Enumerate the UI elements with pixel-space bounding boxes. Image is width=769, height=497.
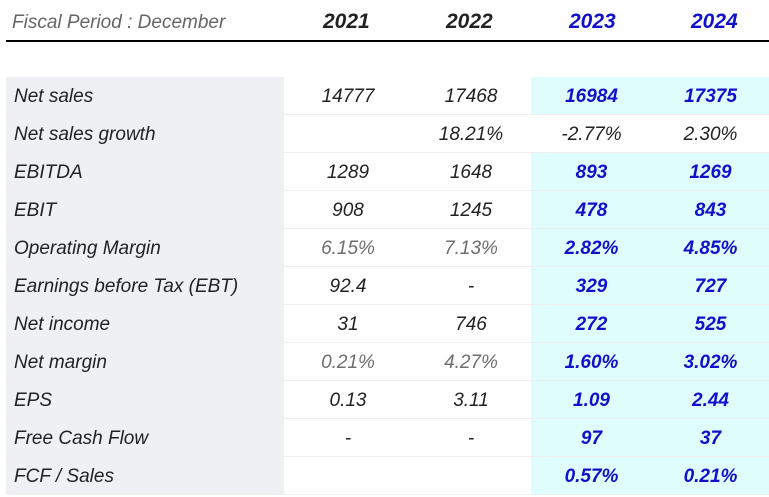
- cell-2024: 3.02%: [652, 343, 769, 380]
- cell-2021: -: [344, 428, 352, 449]
- cell-2023: 97: [531, 419, 652, 456]
- cell-2024: 843: [652, 191, 769, 228]
- fiscal-period-label: Fiscal Period : December: [12, 12, 226, 33]
- cell-2023: 1.60%: [531, 343, 652, 380]
- table-row-operating-margin: Operating Margin 6.15% 7.13% 2.82% 4.85%: [6, 229, 769, 267]
- table-header: Fiscal Period : December 2021 2022 2023 …: [6, 0, 769, 42]
- cell-2024: 1269: [652, 153, 769, 190]
- cell-2023: 2.82%: [531, 229, 652, 266]
- cell-2022: 7.13%: [444, 238, 498, 259]
- cell-2024: 17375: [652, 77, 769, 114]
- cell-2024: 37: [652, 419, 769, 456]
- cell-2021: 908: [332, 200, 364, 221]
- cell-2023: 329: [531, 267, 652, 304]
- row-label: EBITDA: [6, 153, 284, 190]
- table-row-net-margin: Net margin 0.21% 4.27% 1.60% 3.02%: [6, 343, 769, 381]
- row-label: Net sales growth: [6, 115, 284, 152]
- cell-2023: 272: [531, 305, 652, 342]
- cell-2023: 478: [531, 191, 652, 228]
- cell-2021: [284, 457, 412, 494]
- cell-2022: 1245: [449, 200, 493, 221]
- table-row-ebt: Earnings before Tax (EBT) 92.4 - 329 727: [6, 267, 769, 305]
- cell-2022: 18.21%: [438, 124, 504, 145]
- financial-table: Net sales 14777 17468 16984 17375 Net sa…: [6, 77, 769, 495]
- cell-2021: 0.13: [329, 390, 367, 411]
- table-row-net-income: Net income 31 746 272 525: [6, 305, 769, 343]
- row-label: Net income: [6, 305, 284, 342]
- cell-2024: 2.30%: [652, 115, 769, 152]
- cell-2024: 4.85%: [652, 229, 769, 266]
- cell-2022: 4.27%: [444, 352, 498, 373]
- cell-2022: 17468: [444, 86, 498, 107]
- cell-2022: 1648: [449, 162, 493, 183]
- cell-2023: 893: [531, 153, 652, 190]
- table-row-ebit: EBIT 908 1245 478 843: [6, 191, 769, 229]
- table-row-net-sales: Net sales 14777 17468 16984 17375: [6, 77, 769, 115]
- cell-2022: 746: [455, 314, 487, 335]
- cell-2021: 92.4: [329, 276, 367, 297]
- row-label: Operating Margin: [6, 229, 284, 266]
- cell-2021: 14777: [321, 86, 375, 107]
- row-label: Free Cash Flow: [6, 419, 284, 456]
- cell-2024: 2.44: [652, 381, 769, 418]
- table-row-fcf-sales: FCF / Sales 0.57% 0.21%: [6, 457, 769, 495]
- cell-2021: 31: [337, 314, 359, 335]
- row-label: EPS: [6, 381, 284, 418]
- row-label: Net margin: [6, 343, 284, 380]
- cell-2022: -: [467, 276, 475, 297]
- cell-2021: 0.21%: [321, 352, 375, 373]
- cell-2024: 0.21%: [652, 457, 769, 494]
- table-row-eps: EPS 0.13 3.11 1.09 2.44: [6, 381, 769, 419]
- table-row-ebitda: EBITDA 1289 1648 893 1269: [6, 153, 769, 191]
- cell-2024: 727: [652, 267, 769, 304]
- cell-2021: [284, 115, 412, 152]
- table-row-net-sales-growth: Net sales growth 18.21% -2.77% 2.30%: [6, 115, 769, 153]
- cell-2024: 525: [652, 305, 769, 342]
- row-label: EBIT: [6, 191, 284, 228]
- cell-2022: 3.11: [453, 390, 489, 411]
- year-2022-header: 2022: [446, 10, 493, 33]
- year-2024-header: 2024: [691, 10, 738, 33]
- row-label: Net sales: [6, 77, 284, 114]
- cell-2022: -: [467, 428, 475, 449]
- table-row-free-cash-flow: Free Cash Flow - - 97 37: [6, 419, 769, 457]
- row-label: Earnings before Tax (EBT): [6, 267, 284, 304]
- row-label: FCF / Sales: [6, 457, 284, 494]
- cell-2023: -2.77%: [531, 115, 652, 152]
- year-2021-header: 2021: [323, 10, 370, 33]
- cell-2023: 0.57%: [531, 457, 652, 494]
- cell-2023: 1.09: [531, 381, 652, 418]
- year-2023-header: 2023: [569, 10, 616, 33]
- cell-2022: [412, 457, 530, 494]
- cell-2023: 16984: [531, 77, 652, 114]
- cell-2021: 1289: [326, 162, 370, 183]
- cell-2021: 6.15%: [321, 238, 375, 259]
